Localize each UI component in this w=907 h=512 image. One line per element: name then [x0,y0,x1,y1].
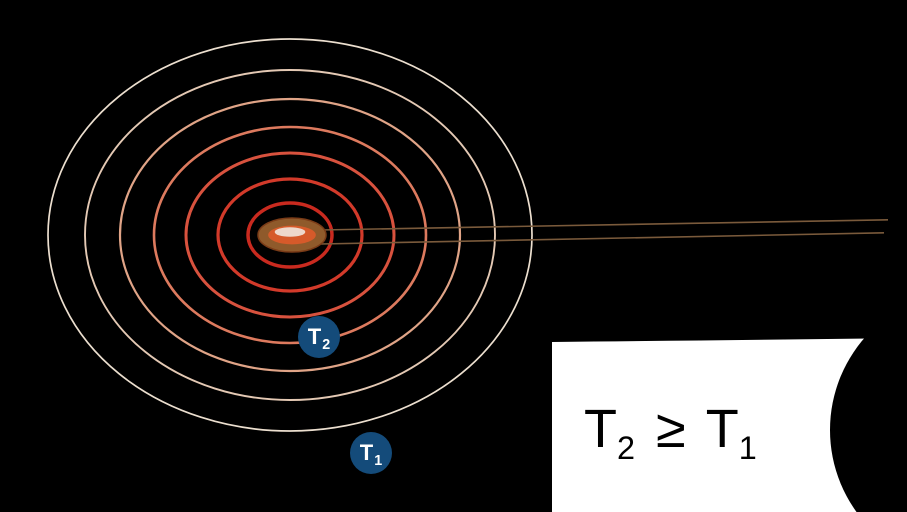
diagram-svg [0,0,907,512]
thermistor-leads [320,220,888,244]
lead-wire [320,233,884,244]
badge-t1: T1 [350,432,392,474]
badge-t2: T2 [298,316,340,358]
badge-t1-label: T1 [360,440,382,466]
panel-arc-cutout [830,290,907,512]
thermistor-bead [258,218,326,252]
lead-wire [320,220,888,230]
diagram-canvas: T2 T1 T2 ≥ T1 [0,0,907,512]
inequality-formula: T2 ≥ T1 [584,398,757,460]
badge-t2-label: T2 [308,324,330,350]
